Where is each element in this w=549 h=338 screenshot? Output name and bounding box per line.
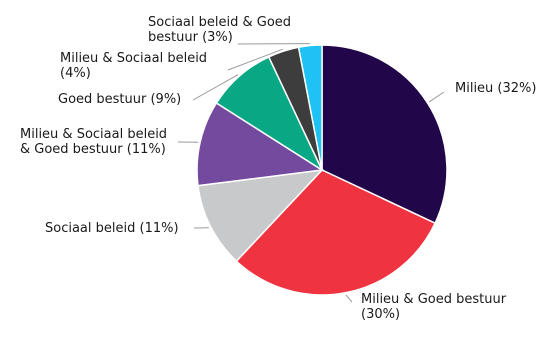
- slice-label-6: Milieu & Sociaal beleid (4%): [60, 51, 207, 81]
- leader-lines: [177, 43, 445, 303]
- slice-label-line: Milieu (32%): [455, 81, 536, 96]
- leader-line-1: [428, 91, 445, 103]
- pie-slice-1: [321, 44, 448, 225]
- slice-label-3: Sociaal beleid (11%): [45, 221, 179, 236]
- slice-label-line: Sociaal beleid (11%): [45, 221, 179, 236]
- leader-line-6: [227, 48, 283, 71]
- slice-label-line: Milieu & Goed bestuur: [361, 292, 507, 307]
- slice-label-line: Milieu & Sociaal beleid: [20, 127, 167, 142]
- slice-label-line: (4%): [60, 66, 91, 81]
- slice-label-line: Goed bestuur (9%): [58, 92, 181, 107]
- slice-label-1: Milieu (32%): [455, 81, 536, 96]
- pie-slice-7: [297, 44, 323, 171]
- slice-label-line: & Goed bestuur (11%): [20, 142, 166, 157]
- leader-line-2: [345, 294, 353, 303]
- slice-label-4: Milieu & Sociaal beleid & Goed bestuur (1…: [20, 127, 167, 157]
- pie-slice-3: [197, 168, 324, 263]
- slice-label-line: bestuur (3%): [148, 30, 233, 45]
- pie-slice-2: [235, 169, 437, 296]
- slice-label-line: Milieu & Sociaal beleid: [60, 51, 207, 66]
- leader-line-5: [192, 74, 239, 101]
- pie-slice-4: [196, 101, 325, 187]
- slice-label-7: Sociaal beleid & Goed bestuur (3%): [148, 15, 291, 45]
- slice-label-line: Sociaal beleid & Goed: [148, 15, 291, 30]
- slice-label-2: Milieu & Goed bestuur (30%): [361, 292, 507, 322]
- slice-labels: Milieu (32%) Milieu & Goed bestuur (30%) So…: [20, 15, 536, 322]
- slice-label-5: Goed bestuur (9%): [58, 92, 181, 107]
- slice-label-line: (30%): [361, 307, 400, 322]
- pie-slices: [196, 44, 448, 296]
